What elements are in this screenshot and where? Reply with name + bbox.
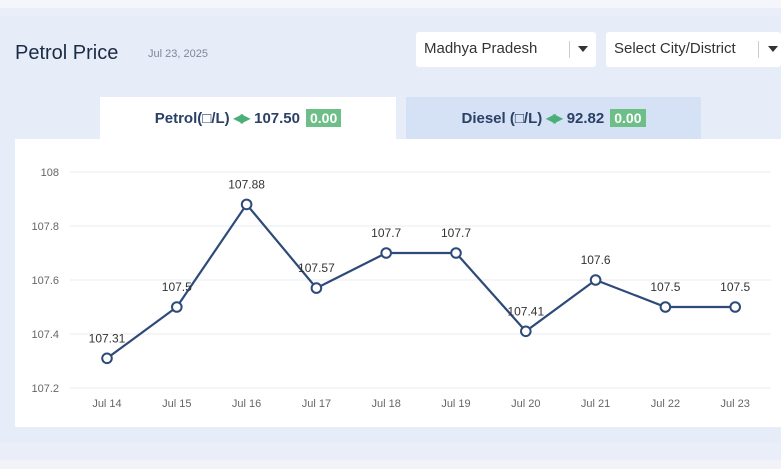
price-chart-card: 107.2 107.4 107.6 107.8 108 Jul 14 Jul 15 Jul 1… [15, 139, 781, 427]
x-tick-label: Jul 16 [232, 398, 261, 410]
chevron-down-icon[interactable] [578, 46, 588, 52]
tab-petrol-label: Petrol(□/L) [154, 109, 230, 127]
tab-petrol-change-badge: 0.00 [306, 109, 342, 127]
data-label: 107.57 [298, 261, 335, 275]
data-point [520, 325, 532, 338]
select-separator [569, 41, 570, 58]
data-label: 107.5 [162, 280, 192, 294]
data-point [171, 301, 183, 313]
y-tick-label: 107.8 [31, 221, 59, 233]
data-point [380, 247, 393, 259]
data-point [310, 282, 323, 294]
data-label: 107.41 [507, 304, 544, 318]
x-tick-label: Jul 14 [92, 398, 121, 410]
y-tick-label: 107.2 [31, 383, 59, 395]
data-label: 107.88 [228, 177, 265, 191]
data-label: 107.7 [441, 226, 471, 240]
tab-diesel[interactable]: Diesel (□/L) ◀▶ 92.82 0.00 [406, 97, 701, 139]
y-tick-label: 107.4 [31, 329, 59, 341]
price-line-chart: 107.2 107.4 107.6 107.8 108 Jul 14 Jul 15 Jul 1… [31, 167, 771, 410]
data-label: 107.5 [650, 280, 680, 294]
tab-petrol-price: 107.50 [254, 109, 300, 127]
chevron-down-icon[interactable] [768, 46, 778, 52]
city-select-value: Select City/District [614, 40, 736, 57]
tab-diesel-change-badge: 0.00 [610, 109, 646, 127]
left-right-arrows-icon: ◀▶ [546, 111, 563, 125]
series-line [106, 202, 736, 360]
x-tick-label: Jul 23 [721, 398, 750, 410]
data-point [659, 301, 672, 313]
data-point [589, 274, 602, 286]
tab-diesel-price: 92.82 [566, 109, 605, 127]
x-tick-label: Jul 17 [302, 398, 331, 410]
tab-diesel-label: Diesel (□/L) [461, 109, 543, 127]
y-tick-label: 107.6 [31, 275, 59, 287]
x-tick-label: Jul 22 [651, 398, 680, 410]
y-tick-label: 108 [41, 167, 59, 179]
bottom-strip [0, 460, 781, 469]
data-label: 107.6 [581, 253, 611, 267]
x-tick-label: Jul 21 [581, 398, 610, 410]
tab-petrol[interactable]: Petrol(□/L) ◀▶ 107.50 0.00 [100, 97, 396, 139]
data-label: 107.7 [371, 226, 401, 240]
data-label: 107.31 [89, 331, 126, 345]
price-date: Jul 23, 2025 [148, 48, 208, 60]
state-select[interactable]: Madhya Pradesh [416, 32, 596, 67]
data-point [450, 247, 462, 259]
left-right-arrows-icon: ◀▶ [233, 111, 251, 125]
data-label: 107.5 [720, 280, 750, 294]
page-title: Petrol Price [15, 42, 119, 64]
state-select-value: Madhya Pradesh [424, 40, 538, 57]
x-tick-label: Jul 18 [372, 398, 401, 410]
data-point [240, 198, 253, 211]
x-tick-label: Jul 19 [441, 398, 470, 410]
data-point [729, 301, 742, 313]
select-separator [758, 41, 759, 58]
city-select[interactable]: Select City/District [606, 32, 781, 67]
x-tick-label: Jul 20 [511, 398, 540, 410]
top-strip [0, 0, 781, 8]
x-tick-label: Jul 15 [162, 398, 191, 410]
data-point [101, 352, 113, 365]
